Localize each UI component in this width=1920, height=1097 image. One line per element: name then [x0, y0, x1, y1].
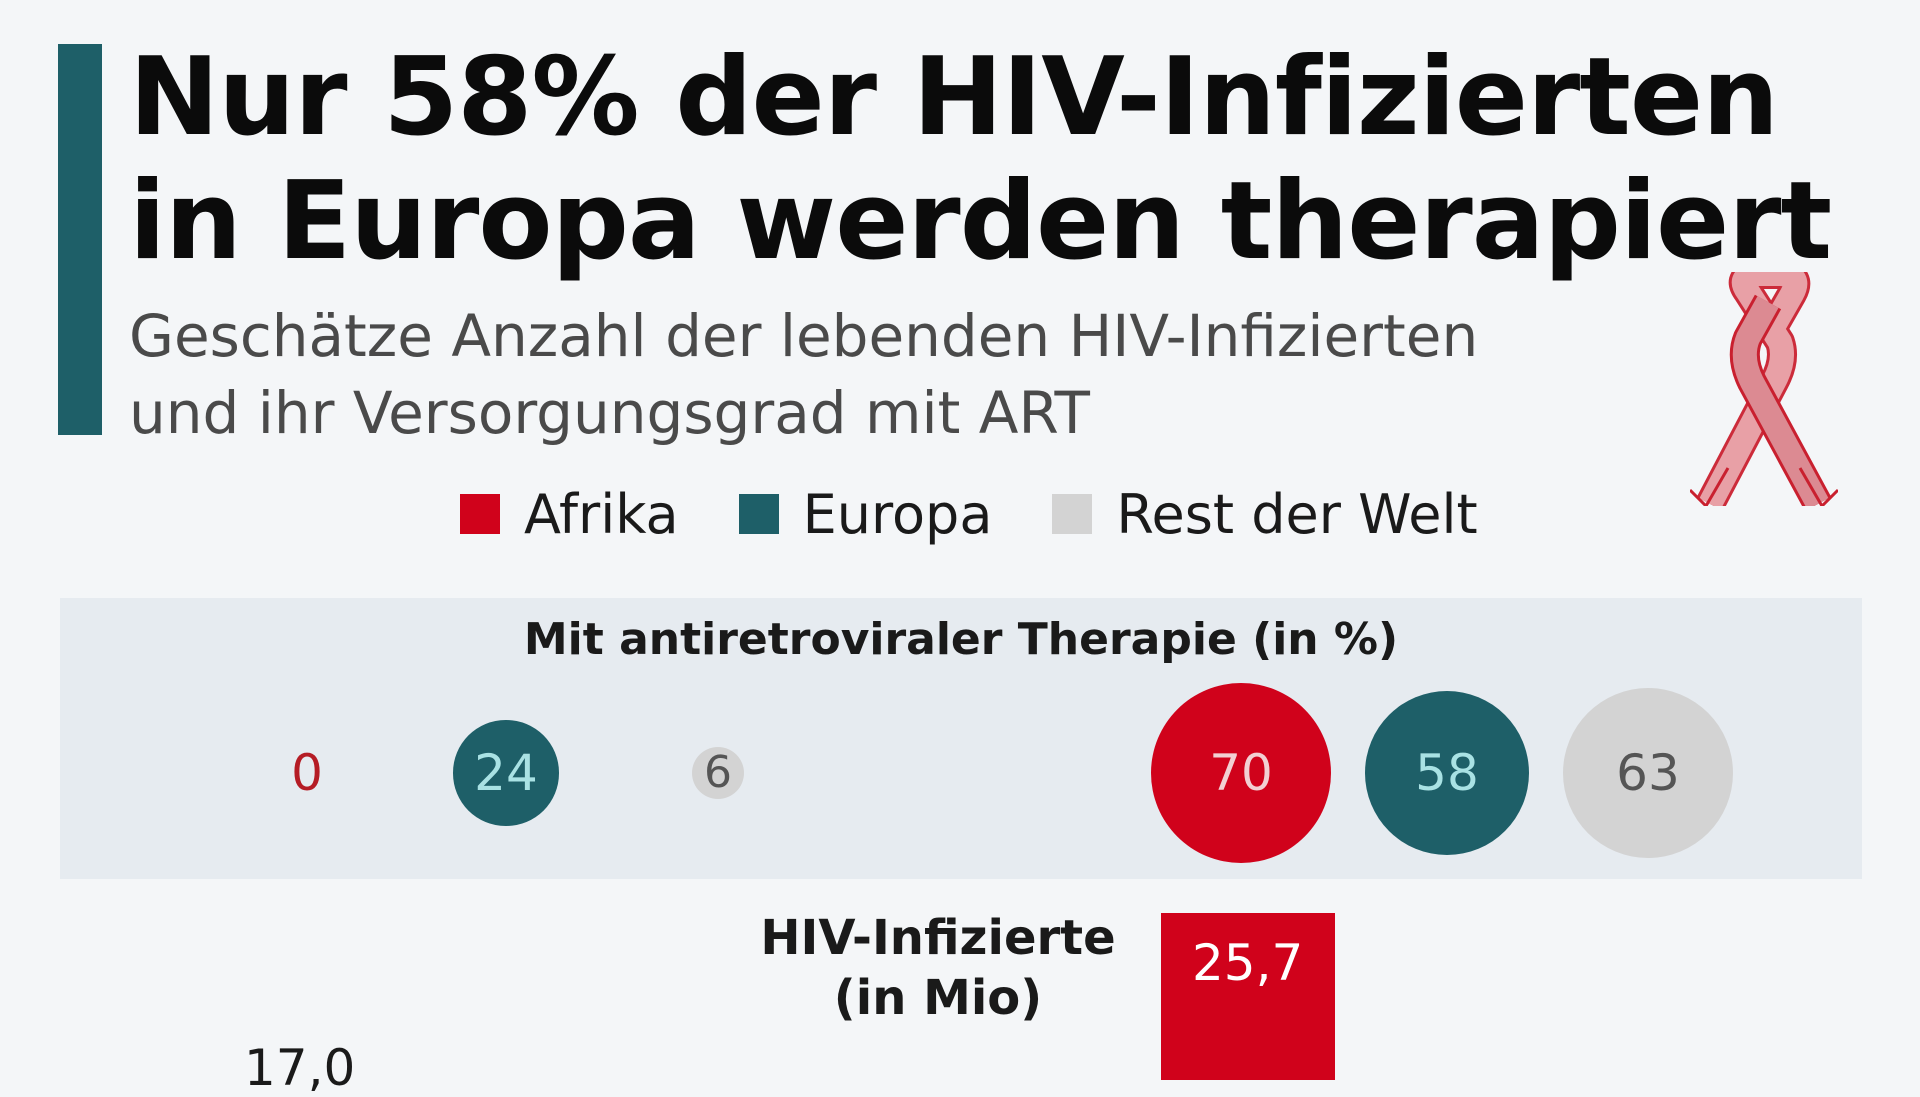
hiv-bar-value-2: 25,7	[1192, 934, 1304, 992]
aids-awareness-ribbon-icon	[1690, 272, 1838, 506]
legend-label-europa: Europa	[802, 482, 993, 546]
hiv-section-title: HIV-Infizierte (in Mio)	[738, 908, 1138, 1028]
hiv-bar-value-1: 17,0	[244, 1039, 356, 1097]
legend-item-europa: Europa	[738, 482, 993, 546]
art-percent-panel: Mit antiretroviraler Therapie (in %)	[60, 598, 1862, 879]
legend-swatch-rest-der-welt	[1052, 494, 1093, 534]
chart-legend: Afrika Europa Rest der Welt	[460, 478, 1538, 550]
chart-title: Nur 58% der HIV-Infizierten in Europa we…	[129, 35, 1832, 284]
art-section-title: Mit antiretroviraler Therapie (in %)	[523, 614, 1399, 665]
chart-title-line-1: Nur 58% der HIV-Infizierten	[129, 35, 1779, 160]
hiv-section-title-line-1: HIV-Infizierte	[760, 910, 1116, 966]
legend-item-rest-der-welt: Rest der Welt	[1052, 482, 1478, 546]
hiv-section-title-line-2: (in Mio)	[833, 970, 1043, 1026]
legend-label-afrika: Afrika	[524, 482, 679, 546]
chart-title-line-2: in Europa werden therapiert	[129, 159, 1832, 284]
hiv-bar-afrika-2	[1161, 913, 1335, 1080]
legend-swatch-afrika	[460, 494, 500, 534]
legend-label-rest-der-welt: Rest der Welt	[1116, 482, 1478, 546]
title-accent-bar	[58, 44, 102, 435]
chart-subtitle-line-1: Geschätze Anzahl der lebenden HIV-Infizi…	[129, 302, 1479, 370]
chart-subtitle: Geschätze Anzahl der lebenden HIV-Infizi…	[129, 298, 1629, 452]
chart-subtitle-line-2: und ihr Versorgungsgrad mit ART	[129, 379, 1090, 447]
legend-swatch-europa	[738, 494, 779, 534]
legend-item-afrika: Afrika	[460, 483, 679, 546]
